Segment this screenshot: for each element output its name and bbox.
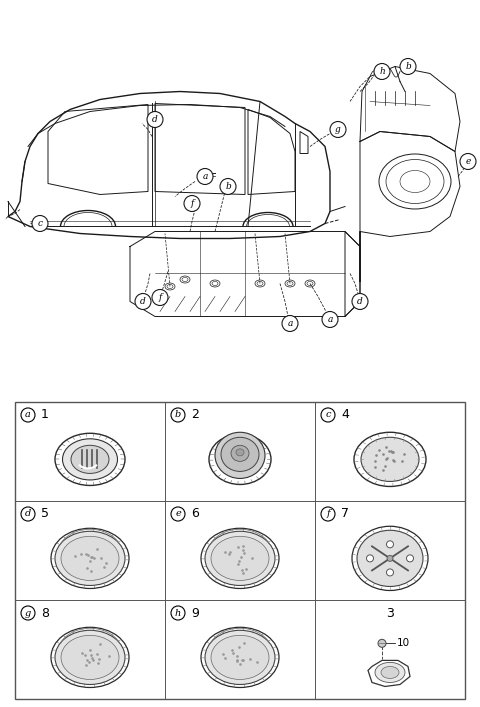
Circle shape [407, 555, 413, 562]
Text: c: c [37, 219, 43, 228]
Text: 9: 9 [191, 607, 199, 619]
Circle shape [387, 556, 393, 561]
Ellipse shape [205, 531, 275, 585]
Text: b: b [225, 182, 231, 191]
Text: d: d [25, 510, 31, 518]
Text: c: c [325, 411, 331, 419]
Circle shape [171, 408, 185, 422]
Circle shape [321, 507, 335, 521]
Text: f: f [190, 199, 194, 208]
Ellipse shape [62, 439, 118, 480]
Text: b: b [405, 62, 411, 71]
Text: 2: 2 [191, 409, 199, 421]
Text: 8: 8 [41, 607, 49, 619]
Ellipse shape [211, 636, 269, 679]
Circle shape [386, 541, 394, 548]
Ellipse shape [55, 631, 125, 684]
Text: 6: 6 [191, 508, 199, 520]
Circle shape [282, 315, 298, 332]
Text: a: a [288, 319, 293, 328]
Circle shape [220, 178, 236, 194]
Ellipse shape [381, 667, 399, 679]
Text: h: h [379, 67, 385, 76]
Text: a: a [25, 411, 31, 419]
Circle shape [367, 555, 373, 562]
Ellipse shape [361, 438, 419, 481]
Circle shape [378, 639, 386, 648]
Circle shape [322, 312, 338, 327]
Text: 5: 5 [41, 508, 49, 520]
Circle shape [386, 569, 394, 576]
Text: 1: 1 [41, 409, 49, 421]
Text: f: f [158, 293, 162, 302]
Text: e: e [465, 157, 471, 166]
Text: h: h [175, 609, 181, 617]
Ellipse shape [205, 631, 275, 684]
Text: 3: 3 [386, 607, 394, 619]
Text: 7: 7 [341, 508, 349, 520]
Ellipse shape [55, 531, 125, 585]
Text: 10: 10 [397, 638, 410, 648]
Text: g: g [25, 609, 31, 617]
Circle shape [330, 122, 346, 137]
Circle shape [21, 606, 35, 620]
Text: f: f [326, 510, 330, 518]
Ellipse shape [61, 537, 119, 580]
Text: 4: 4 [341, 409, 349, 421]
Circle shape [21, 507, 35, 521]
Ellipse shape [357, 530, 423, 587]
Circle shape [184, 196, 200, 211]
Circle shape [135, 293, 151, 310]
Ellipse shape [71, 445, 109, 474]
Text: e: e [175, 510, 181, 518]
Circle shape [32, 216, 48, 231]
Circle shape [352, 293, 368, 310]
Text: a: a [327, 315, 333, 324]
Ellipse shape [61, 636, 119, 679]
Text: g: g [335, 125, 341, 134]
Circle shape [152, 289, 168, 305]
Text: b: b [175, 411, 181, 419]
Circle shape [147, 112, 163, 127]
Circle shape [171, 606, 185, 620]
Circle shape [400, 59, 416, 74]
Circle shape [171, 507, 185, 521]
Text: d: d [140, 297, 146, 306]
Circle shape [374, 64, 390, 79]
Ellipse shape [236, 449, 244, 456]
Circle shape [197, 168, 213, 185]
Circle shape [21, 408, 35, 422]
Text: d: d [357, 297, 363, 306]
Ellipse shape [375, 662, 405, 682]
Ellipse shape [211, 537, 269, 580]
Ellipse shape [215, 432, 265, 479]
Text: d: d [152, 115, 158, 124]
Text: a: a [202, 172, 208, 181]
Circle shape [460, 153, 476, 170]
Ellipse shape [221, 438, 259, 472]
Circle shape [321, 408, 335, 422]
Ellipse shape [231, 445, 249, 462]
